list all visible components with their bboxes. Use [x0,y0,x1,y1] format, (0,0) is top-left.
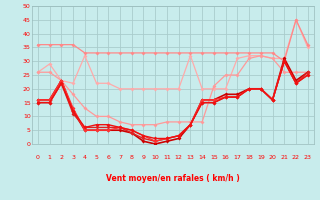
X-axis label: Vent moyen/en rafales ( km/h ): Vent moyen/en rafales ( km/h ) [106,174,240,183]
